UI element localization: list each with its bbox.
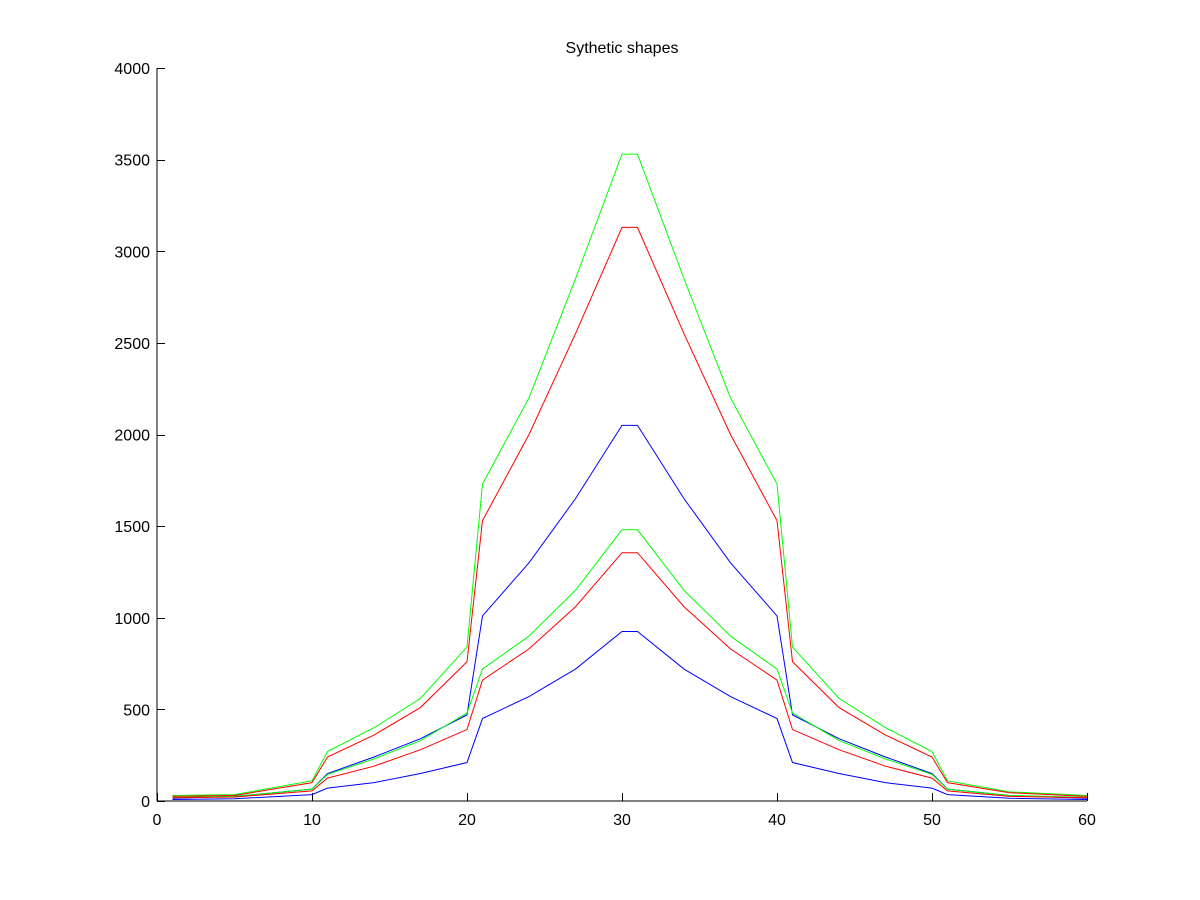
- y-tick-label: 3500: [114, 153, 150, 170]
- x-tick-label: 10: [303, 812, 321, 829]
- y-tick-label: 4000: [114, 61, 150, 78]
- chart-title: Sythetic shapes: [566, 40, 679, 57]
- y-tick-label: 2500: [114, 336, 150, 353]
- y-tick-label: 3000: [114, 244, 150, 261]
- x-tick-label: 30: [613, 812, 631, 829]
- y-tick-label: 1500: [114, 519, 150, 536]
- y-tick-label: 2000: [114, 428, 150, 445]
- y-tick-label: 1000: [114, 611, 150, 628]
- y-tick-label: 0: [141, 794, 150, 811]
- x-tick-label: 0: [153, 812, 162, 829]
- series-line-1: [172, 153, 1088, 796]
- y-tick-label: 500: [123, 702, 150, 719]
- x-tick-label: 40: [768, 812, 786, 829]
- axes: 0 500 1000 1500 2000 2500 3000 3500 4000 0 10 20 30 4…: [114, 61, 1096, 829]
- series-line-6: [172, 630, 1088, 801]
- x-tick-label: 60: [1078, 812, 1096, 829]
- x-tick-label: 50: [923, 812, 941, 829]
- series-line-3: [172, 424, 1088, 799]
- series-group: [172, 153, 1088, 801]
- series-line-4: [172, 529, 1088, 798]
- series-line-5: [172, 552, 1088, 799]
- x-tick-label: 20: [458, 812, 476, 829]
- series-line-2: [172, 226, 1088, 797]
